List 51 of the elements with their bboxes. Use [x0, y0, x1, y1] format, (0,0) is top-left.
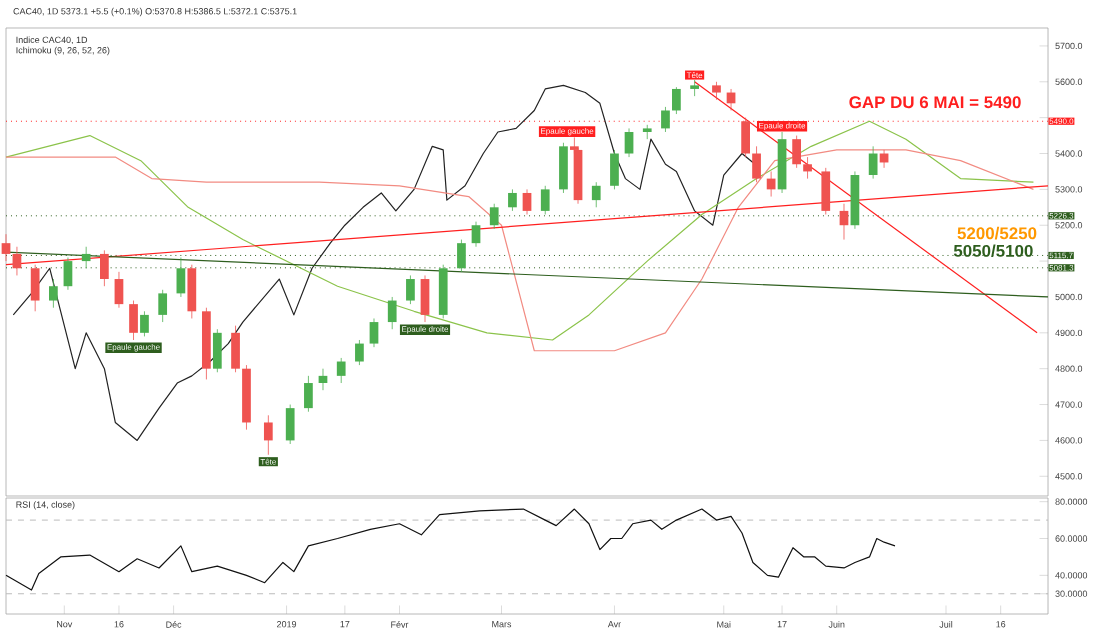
candlestick: [803, 156, 812, 180]
annotation: 5200/5250: [957, 226, 1037, 240]
candlestick: [741, 117, 750, 158]
candlestick: [471, 221, 481, 248]
candlestick: [176, 257, 186, 298]
candlestick: [661, 106, 670, 133]
candlestick: [420, 275, 430, 323]
candlestick: [591, 181, 601, 208]
candlestick: [263, 414, 273, 456]
candlestick: [129, 300, 138, 341]
candlestick: [30, 264, 40, 312]
candlestick: [100, 249, 109, 287]
line-series: [5, 149, 1035, 352]
candlestick: [868, 145, 878, 180]
candlestick: [540, 185, 550, 215]
line-series: [5, 120, 1035, 341]
candlestick: [752, 145, 761, 183]
candlestick: [114, 271, 124, 309]
candlestick: [642, 124, 652, 140]
candlestick: [559, 142, 568, 194]
candlestick: [1, 233, 11, 262]
annotation: GAP DU 6 MAI = 5490: [849, 96, 1021, 109]
candlestick: [438, 264, 448, 319]
candlestick: [522, 188, 532, 215]
candlestick: [231, 325, 240, 373]
candlestick: [49, 278, 58, 309]
candlestick: [792, 135, 801, 169]
candlestick: [369, 318, 379, 348]
candlestick: [672, 86, 681, 115]
candlestick: [140, 310, 149, 337]
candlestick: [508, 188, 517, 212]
candlestick: [81, 246, 91, 269]
candlestick: [821, 167, 831, 215]
candlestick: [336, 357, 346, 384]
candlestick: [839, 203, 849, 240]
candlestick: [387, 296, 397, 330]
candlestick: [489, 203, 499, 230]
candlestick: [610, 149, 619, 190]
candlestick: [285, 404, 295, 445]
candlestick: [187, 264, 197, 319]
candlestick: [63, 257, 73, 291]
candlestick: [212, 328, 222, 373]
candlestick: [406, 275, 415, 305]
candlestick: [624, 128, 634, 158]
annotation: 5050/5100: [953, 244, 1033, 258]
candlestick: [690, 79, 699, 97]
candlestick: [158, 289, 168, 323]
line-series: [5, 508, 896, 591]
candlestick: [304, 375, 313, 413]
candlestick: [355, 339, 364, 366]
candlestick: [457, 239, 466, 273]
